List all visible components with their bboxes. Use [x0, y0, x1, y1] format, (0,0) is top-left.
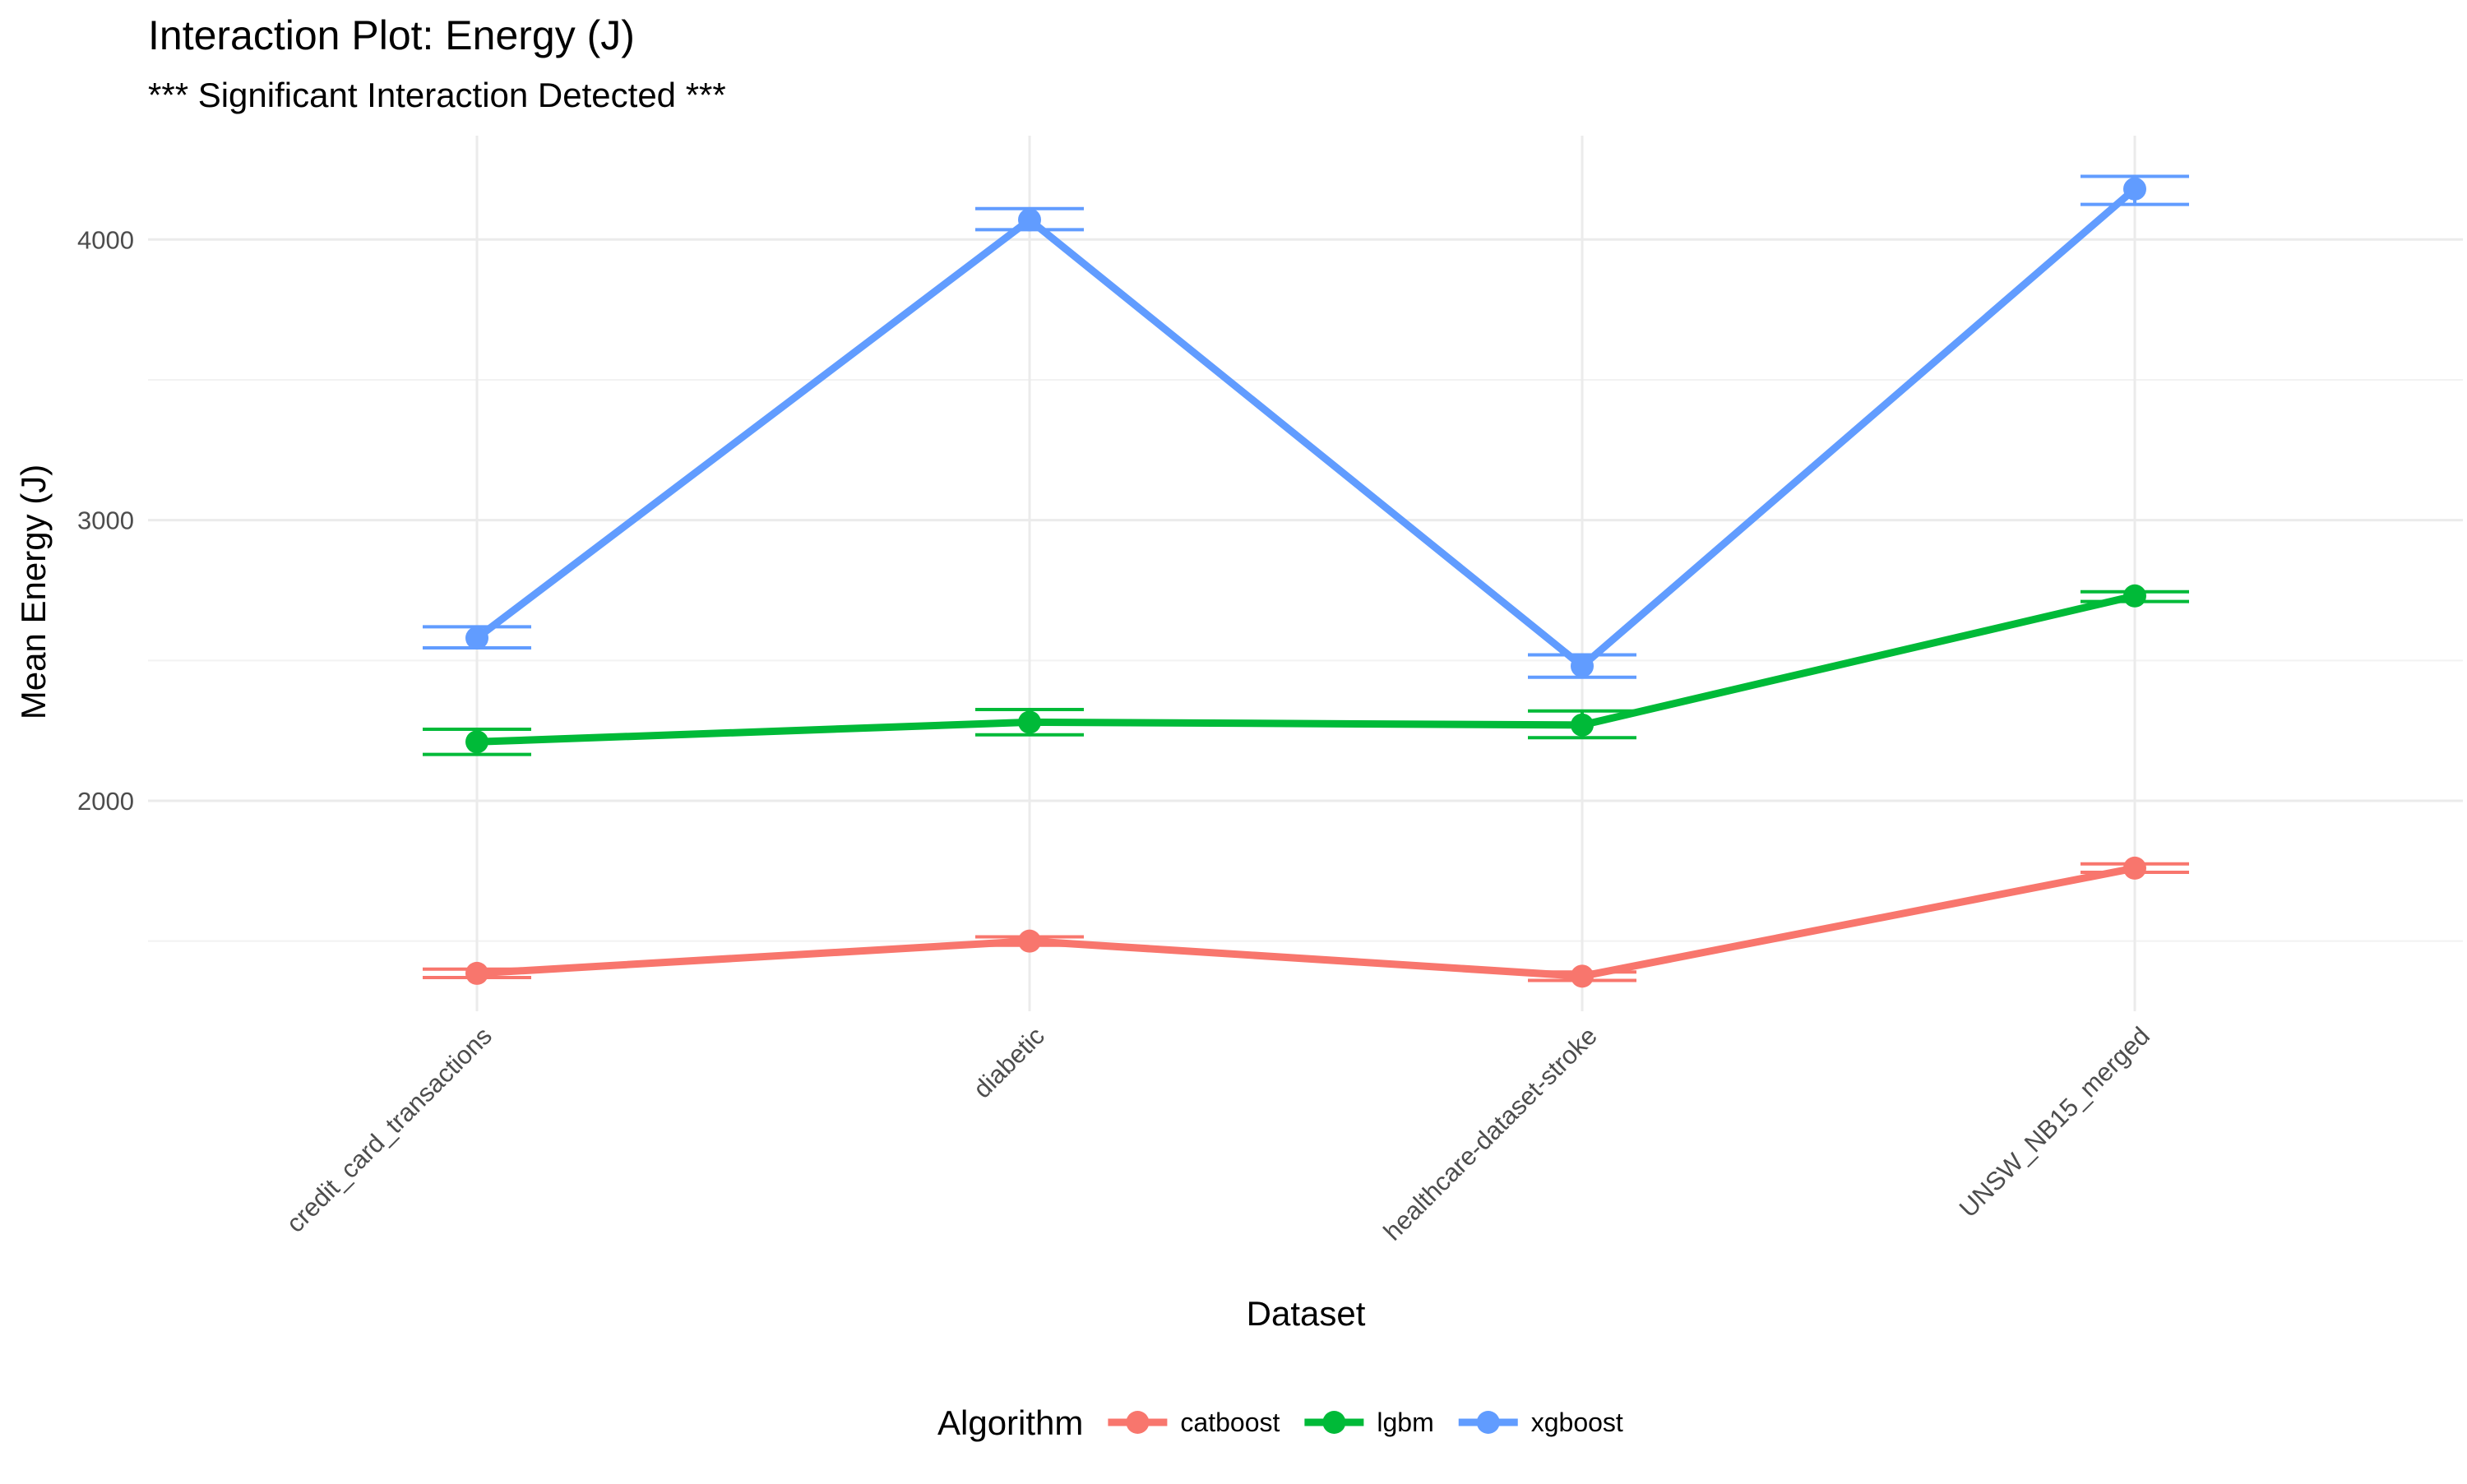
legend-title: Algorithm: [937, 1403, 1083, 1442]
series-line-layer: [474, 186, 2137, 980]
chart-title: Interaction Plot: Energy (J): [148, 12, 635, 58]
y-tick-label: 2000: [77, 787, 134, 816]
data-point-catboost: [1571, 964, 1594, 988]
legend-key-point: [1126, 1411, 1150, 1434]
series-line-xgboost: [474, 186, 2137, 670]
legend-label: xgboost: [1531, 1408, 1623, 1437]
data-point-lgbm: [465, 730, 488, 754]
data-point-xgboost: [465, 626, 488, 650]
legend-items: catboost lgbm xgboost: [1108, 1408, 1623, 1437]
legend: Algorithm catboost lgbm xgboost: [937, 1403, 1623, 1442]
data-point-lgbm: [1018, 710, 1041, 734]
legend-label: lgbm: [1377, 1408, 1433, 1437]
data-point-layer: [465, 177, 2146, 988]
data-point-catboost: [2123, 856, 2146, 880]
legend-label: catboost: [1180, 1408, 1280, 1437]
legend-item-catboost: catboost: [1108, 1408, 1280, 1437]
legend-item-lgbm: lgbm: [1304, 1408, 1434, 1437]
legend-key-point: [1322, 1411, 1346, 1434]
series-line-catboost: [476, 864, 2136, 980]
legend-key-point: [1476, 1411, 1500, 1434]
data-point-xgboost: [1018, 208, 1041, 232]
legend-item-xgboost: xgboost: [1458, 1408, 1623, 1437]
data-point-xgboost: [2123, 177, 2146, 201]
y-tick-label: 3000: [77, 506, 134, 535]
data-point-catboost: [1018, 929, 1041, 953]
data-point-lgbm: [1571, 713, 1594, 737]
y-tick-label: 4000: [77, 225, 134, 254]
x-axis-title: Dataset: [1247, 1294, 1366, 1333]
data-point-lgbm: [2123, 584, 2146, 608]
data-point-catboost: [465, 961, 488, 985]
series-line-lgbm: [476, 592, 2136, 746]
data-point-xgboost: [1571, 654, 1594, 678]
chart-subtitle: *** Significant Interaction Detected ***: [148, 76, 726, 114]
y-axis-title: Mean Energy (J): [14, 465, 53, 719]
